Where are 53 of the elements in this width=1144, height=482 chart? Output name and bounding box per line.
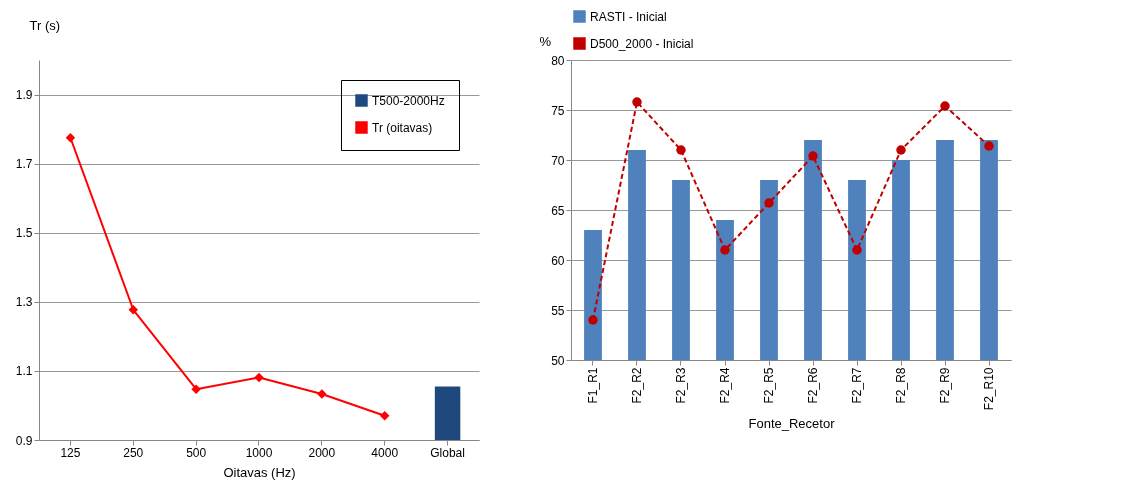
y-tick-label: 55: [551, 303, 565, 318]
x-tick-label: F2_R8: [894, 367, 908, 404]
point: [852, 245, 862, 255]
y-tick-label: 50: [551, 353, 565, 368]
x-tick-label: F2_R4: [718, 367, 732, 404]
x-tick-label: F2_R10: [982, 367, 996, 411]
point: [379, 411, 390, 421]
x-tick-label: 4000: [371, 445, 399, 460]
legend-label: Tr (oitavas): [372, 120, 433, 135]
point: [632, 97, 642, 107]
y-tick-label: 65: [551, 203, 565, 218]
x-tick-label: F2_R5: [762, 367, 776, 404]
y-tick-label: 1.1: [15, 364, 33, 379]
legend-label: T500-2000Hz: [372, 93, 445, 108]
legend-label: RASTI - Inicial: [590, 9, 667, 24]
x-tick-label: 250: [123, 445, 144, 460]
point: [65, 132, 76, 143]
y-tick-label: 0.9: [15, 433, 33, 448]
point: [940, 101, 950, 111]
point: [808, 151, 818, 161]
point: [720, 245, 730, 255]
point: [676, 145, 686, 155]
point: [254, 372, 264, 383]
point: [191, 384, 201, 394]
point: [984, 141, 994, 151]
y-tick-label: 70: [551, 153, 565, 168]
x-tick-label: F2_R3: [674, 367, 688, 404]
y-tick-label: 1.7: [15, 157, 33, 172]
point: [588, 315, 598, 325]
y-tick-label: 1.9: [15, 88, 33, 103]
y-tick-label: 80: [551, 53, 565, 68]
point: [896, 145, 906, 155]
x-tick-label: F2_R6: [806, 367, 820, 404]
y-tick-label: 1.5: [15, 226, 33, 241]
x-tick-label: 500: [186, 445, 207, 460]
x-axis-title: Oitavas (Hz): [223, 464, 296, 480]
x-axis-title: Fonte_Recetor: [748, 416, 836, 432]
x-tick-label: 125: [60, 445, 81, 460]
x-tick-label: F2_R2: [630, 367, 644, 404]
y-tick-label: 60: [551, 253, 565, 268]
y-tick-label: 75: [551, 103, 565, 118]
x-tick-label: F2_R7: [850, 367, 864, 404]
y-axis-title: Tr (s): [29, 17, 61, 33]
x-tick-label: Global: [430, 445, 465, 460]
point: [128, 305, 139, 315]
x-tick-label: F1_R1: [586, 367, 600, 404]
x-tick-label: 2000: [308, 445, 336, 460]
legend-label: D500_2000 - Inicial: [590, 36, 694, 51]
y-axis-title: %: [539, 33, 552, 49]
y-tick-label: 1.3: [15, 295, 33, 310]
x-tick-label: 1000: [245, 445, 273, 460]
point: [764, 198, 774, 208]
x-tick-label: F2_R9: [938, 367, 952, 404]
